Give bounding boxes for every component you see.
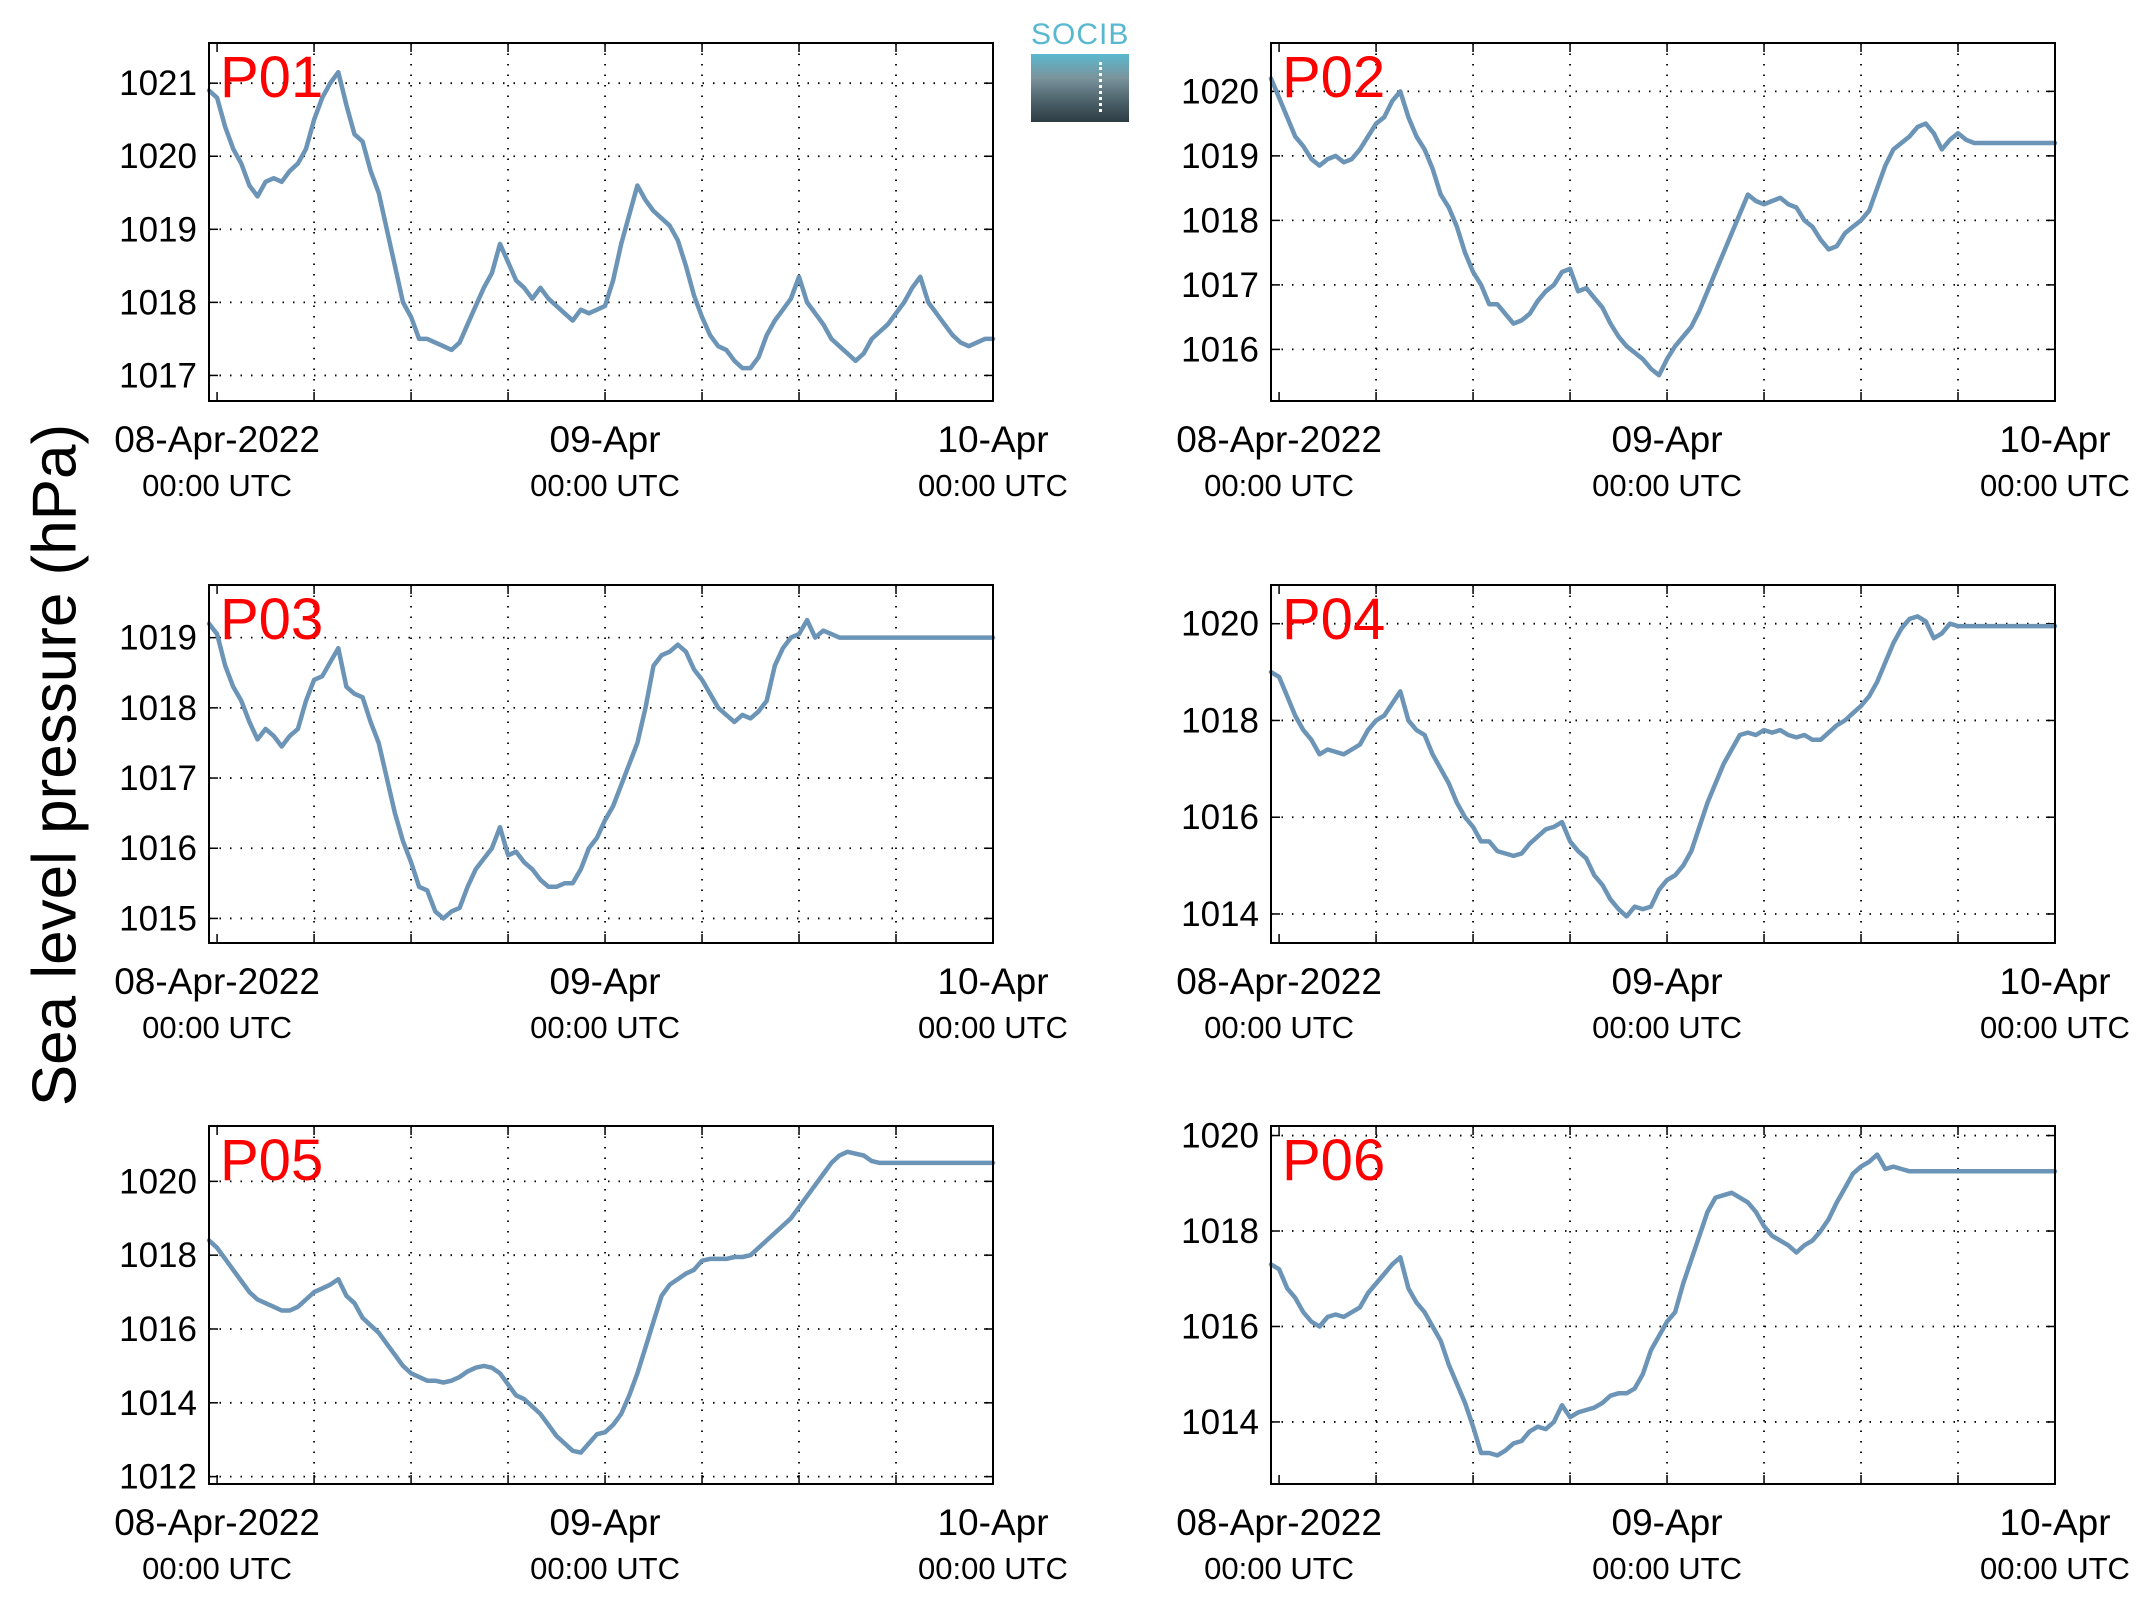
x-tick-sublabel: 00:00 UTC xyxy=(1980,1551,2130,1586)
x-tick-label: 10-Apr xyxy=(937,419,1048,460)
x-tick-label: 10-Apr xyxy=(1999,961,2110,1002)
x-tick-sublabel: 00:00 UTC xyxy=(530,1010,680,1045)
x-tick-label: 08-Apr-2022 xyxy=(114,961,320,1002)
panel-title: P01 xyxy=(220,45,323,110)
x-tick-label: 08-Apr-2022 xyxy=(1176,419,1382,460)
y-tick-label: 1016 xyxy=(1181,798,1259,837)
x-tick-sublabel: 00:00 UTC xyxy=(918,1010,1068,1045)
panel-title: P06 xyxy=(1282,1128,1385,1193)
panel-title: P03 xyxy=(220,587,323,652)
x-tick-sublabel: 00:00 UTC xyxy=(1980,1010,2130,1045)
x-tick-sublabel: 00:00 UTC xyxy=(918,468,1068,503)
axes-frame xyxy=(1270,1125,2056,1485)
axes-frame xyxy=(208,584,994,944)
y-tick-label: 1020 xyxy=(1181,72,1259,111)
y-tick-label: 1014 xyxy=(119,1384,197,1423)
panel-p04: 1014 1016 1018 1020 08-Apr-2022 00:00 UTC 09-A… xyxy=(1176,584,2130,1045)
x-tick-sublabel: 00:00 UTC xyxy=(530,468,680,503)
axes-frame xyxy=(1270,42,2056,402)
y-tick-label: 1017 xyxy=(1181,266,1259,305)
x-tick-label: 10-Apr xyxy=(1999,419,2110,460)
series-line xyxy=(1268,1152,2058,1458)
y-tick-label: 1018 xyxy=(1181,1212,1259,1251)
y-tick-label: 1021 xyxy=(119,64,197,103)
y-tick-label: 1014 xyxy=(1181,895,1259,934)
y-tick-label: 1020 xyxy=(119,137,197,176)
panel-title: P04 xyxy=(1282,587,1385,652)
logo-text: SOCIB xyxy=(1031,18,1130,51)
axes-frame xyxy=(208,42,994,402)
y-tick-label: 1016 xyxy=(119,829,197,868)
logo-dotted-line xyxy=(1099,62,1102,112)
x-tick-sublabel: 00:00 UTC xyxy=(1592,1010,1742,1045)
x-tick-label: 09-Apr xyxy=(550,961,661,1002)
x-tick-sublabel: 00:00 UTC xyxy=(1204,1010,1354,1045)
x-tick-label: 09-Apr xyxy=(1612,419,1723,460)
y-tick-label: 1016 xyxy=(1181,330,1259,369)
series-line xyxy=(206,1149,996,1455)
x-tick-label: 08-Apr-2022 xyxy=(1176,1502,1382,1543)
y-tick-label: 1017 xyxy=(119,356,197,395)
y-tick-label: 1014 xyxy=(1181,1403,1259,1442)
logo-graphic xyxy=(1031,54,1129,122)
x-tick-label: 09-Apr xyxy=(550,1502,661,1543)
y-tick-label: 1020 xyxy=(119,1162,197,1201)
panel-p06: 1014 1016 1018 1020 08-Apr-2022 00:00 UTC 09-A… xyxy=(1176,1117,2130,1586)
y-tick-label: 1016 xyxy=(1181,1307,1259,1346)
x-tick-sublabel: 00:00 UTC xyxy=(1980,468,2130,503)
y-tick-label: 1019 xyxy=(1181,137,1259,176)
socib-logo: SOCIB xyxy=(1031,18,1129,122)
panel-title: P05 xyxy=(220,1128,323,1193)
axes-frame xyxy=(208,1125,994,1485)
panel-p03: 1015 1016 1017 1018 1019 08-Apr-2022 00:00 UTC… xyxy=(114,584,1068,1045)
y-tick-label: 1019 xyxy=(119,210,197,249)
y-tick-label: 1020 xyxy=(1181,1117,1259,1156)
panel-p01: 1017 1018 1019 1020 1021 08-Apr-2022 00:00 UTC… xyxy=(114,42,1068,503)
y-tick-label: 1012 xyxy=(119,1458,197,1497)
axes-frame xyxy=(1270,584,2056,944)
series-line xyxy=(206,617,996,921)
series-line xyxy=(206,69,996,371)
panel-p02: 1016 1017 1018 1019 1020 08-Apr-2022 00:00 UTC… xyxy=(1176,42,2130,503)
x-tick-sublabel: 00:00 UTC xyxy=(1204,468,1354,503)
x-tick-sublabel: 00:00 UTC xyxy=(142,468,292,503)
x-tick-sublabel: 00:00 UTC xyxy=(1592,1551,1742,1586)
x-tick-sublabel: 00:00 UTC xyxy=(1204,1551,1354,1586)
x-tick-label: 10-Apr xyxy=(937,1502,1048,1543)
x-tick-sublabel: 00:00 UTC xyxy=(142,1010,292,1045)
y-tick-label: 1015 xyxy=(119,899,197,938)
y-tick-label: 1016 xyxy=(119,1310,197,1349)
x-tick-sublabel: 00:00 UTC xyxy=(918,1551,1068,1586)
x-tick-label: 09-Apr xyxy=(550,419,661,460)
x-tick-sublabel: 00:00 UTC xyxy=(1592,468,1742,503)
x-tick-label: 09-Apr xyxy=(1612,961,1723,1002)
x-tick-label: 09-Apr xyxy=(1612,1502,1723,1543)
y-tick-label: 1018 xyxy=(119,283,197,322)
series-line xyxy=(1268,76,2058,378)
y-tick-label: 1020 xyxy=(1181,605,1259,644)
y-tick-label: 1017 xyxy=(119,759,197,798)
panel-title: P02 xyxy=(1282,45,1385,110)
y-axis-label: Sea level pressure (hPa) xyxy=(20,423,90,1107)
x-tick-label: 08-Apr-2022 xyxy=(114,1502,320,1543)
x-tick-label: 08-Apr-2022 xyxy=(1176,961,1382,1002)
x-tick-label: 10-Apr xyxy=(1999,1502,2110,1543)
panel-p05: 1012 1014 1016 1018 1020 08-Apr-2022 00:00 UTC… xyxy=(114,1125,1068,1586)
x-tick-sublabel: 00:00 UTC xyxy=(530,1551,680,1586)
x-tick-label: 08-Apr-2022 xyxy=(114,419,320,460)
y-tick-label: 1018 xyxy=(1181,201,1259,240)
series-line xyxy=(1268,614,2058,919)
x-tick-label: 10-Apr xyxy=(937,961,1048,1002)
y-tick-label: 1018 xyxy=(1181,701,1259,740)
y-tick-label: 1018 xyxy=(119,689,197,728)
x-tick-sublabel: 00:00 UTC xyxy=(142,1551,292,1586)
y-tick-label: 1019 xyxy=(119,619,197,658)
y-tick-label: 1018 xyxy=(119,1236,197,1275)
